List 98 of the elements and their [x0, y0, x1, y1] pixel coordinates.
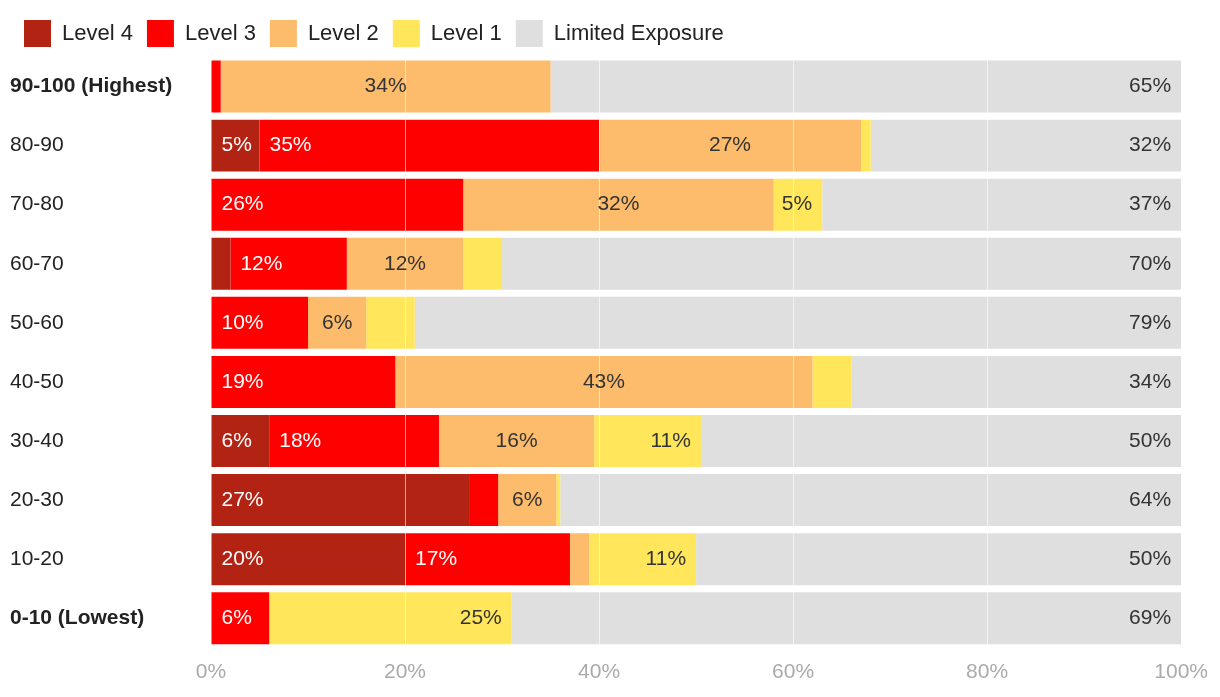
data-label: 27% — [709, 132, 752, 156]
bar — [438, 415, 595, 468]
data-label: 25% — [459, 605, 502, 629]
x-tick-label: 80% — [966, 659, 1009, 683]
bar — [269, 592, 512, 645]
bar — [700, 415, 1182, 468]
y-tick-label: 70-80 — [10, 191, 64, 215]
x-tick-label: 60% — [772, 659, 815, 683]
bar — [414, 296, 1182, 349]
bar — [599, 119, 861, 172]
bar — [594, 415, 701, 468]
bar — [589, 533, 697, 586]
data-label: 43% — [582, 368, 625, 392]
legend-label: Level 3 — [184, 19, 256, 45]
data-label: 17% — [415, 545, 458, 569]
x-tick-label: 100% — [1154, 659, 1208, 683]
bar — [463, 237, 503, 290]
data-label: 12% — [384, 250, 427, 274]
y-tick-label: 10-20 — [10, 545, 64, 569]
x-tick-label: 20% — [384, 659, 427, 683]
data-label: 50% — [1129, 427, 1172, 451]
y-tick-label: 30-40 — [10, 427, 64, 451]
data-label: 35% — [269, 132, 312, 156]
bar — [822, 178, 1182, 231]
data-label: 6% — [221, 605, 252, 629]
legend-label: Level 1 — [430, 19, 502, 45]
bar — [211, 60, 221, 113]
bar — [308, 296, 367, 349]
bar — [259, 119, 600, 172]
bar — [220, 60, 551, 113]
data-label: 11% — [645, 545, 687, 569]
data-label: 18% — [279, 427, 322, 451]
legend-label: Level 4 — [62, 19, 133, 45]
bar — [230, 237, 347, 290]
bar — [211, 474, 470, 527]
bar — [366, 296, 415, 349]
bar — [556, 474, 561, 527]
bar — [569, 533, 590, 586]
bar — [211, 296, 309, 349]
data-label: 5% — [781, 191, 813, 215]
y-tick-label: 40-50 — [10, 368, 64, 392]
data-label: 27% — [221, 486, 264, 510]
data-label: 20% — [221, 545, 264, 569]
legend-label: Limited Exposure — [553, 19, 724, 45]
data-label: 65% — [1129, 73, 1172, 97]
data-label: 16% — [495, 427, 538, 451]
bar — [395, 355, 813, 408]
bar — [812, 355, 852, 408]
data-label: 70% — [1129, 250, 1172, 274]
y-tick-label: 20-30 — [10, 486, 64, 510]
bar — [870, 119, 1182, 172]
y-tick-label: 90-100 (Highest) — [10, 73, 173, 97]
data-label: 10% — [221, 309, 264, 333]
bar — [502, 237, 1182, 290]
x-tick-label: 40% — [578, 659, 621, 683]
data-label: 34% — [364, 73, 407, 97]
y-tick-label: 60-70 — [10, 250, 64, 274]
data-label: 37% — [1129, 191, 1172, 215]
data-label: 79% — [1129, 309, 1172, 333]
bar — [405, 533, 570, 586]
bar — [269, 415, 439, 468]
y-tick-label: 50-60 — [10, 309, 64, 333]
data-label: 6% — [321, 309, 353, 333]
bar — [211, 237, 231, 290]
data-label: 19% — [221, 368, 264, 392]
y-tick-label: 80-90 — [10, 132, 64, 156]
bar — [550, 60, 1182, 113]
bar — [469, 474, 499, 527]
data-label: 32% — [1129, 132, 1172, 156]
data-label: 50% — [1129, 545, 1172, 569]
data-label: 26% — [221, 191, 264, 215]
bar — [346, 237, 464, 290]
bar — [211, 355, 396, 408]
data-label: 64% — [1129, 486, 1172, 510]
bar — [463, 178, 774, 231]
bar — [211, 592, 270, 645]
bar — [211, 119, 260, 172]
bar — [696, 533, 1182, 586]
data-label: 6% — [221, 427, 252, 451]
bar — [498, 474, 557, 527]
bar — [861, 119, 871, 172]
bar — [211, 533, 406, 586]
legend-label: Level 2 — [307, 19, 379, 45]
data-label: 69% — [1129, 605, 1172, 629]
data-label: 34% — [1129, 368, 1172, 392]
bar — [211, 415, 270, 468]
y-tick-label: 0-10 (Lowest) — [10, 605, 145, 629]
data-label: 5% — [221, 132, 252, 156]
bar — [851, 355, 1182, 408]
bar — [773, 178, 823, 231]
bar — [211, 178, 464, 231]
bar — [511, 592, 1182, 645]
bar — [560, 474, 1182, 527]
x-tick-label: 0% — [195, 659, 227, 683]
data-label: 6% — [512, 486, 543, 510]
data-label: 12% — [240, 250, 283, 274]
data-label: 32% — [597, 191, 640, 215]
data-label: 11% — [650, 427, 691, 451]
